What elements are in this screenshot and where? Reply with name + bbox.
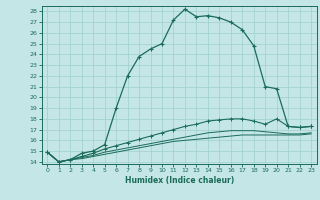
X-axis label: Humidex (Indice chaleur): Humidex (Indice chaleur) (124, 176, 234, 185)
